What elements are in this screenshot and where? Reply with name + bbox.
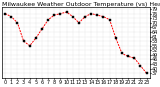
Text: Milwaukee Weather Outdoor Temperature (vs) Heat Index (Last 24 Hours): Milwaukee Weather Outdoor Temperature (v…: [2, 2, 160, 7]
